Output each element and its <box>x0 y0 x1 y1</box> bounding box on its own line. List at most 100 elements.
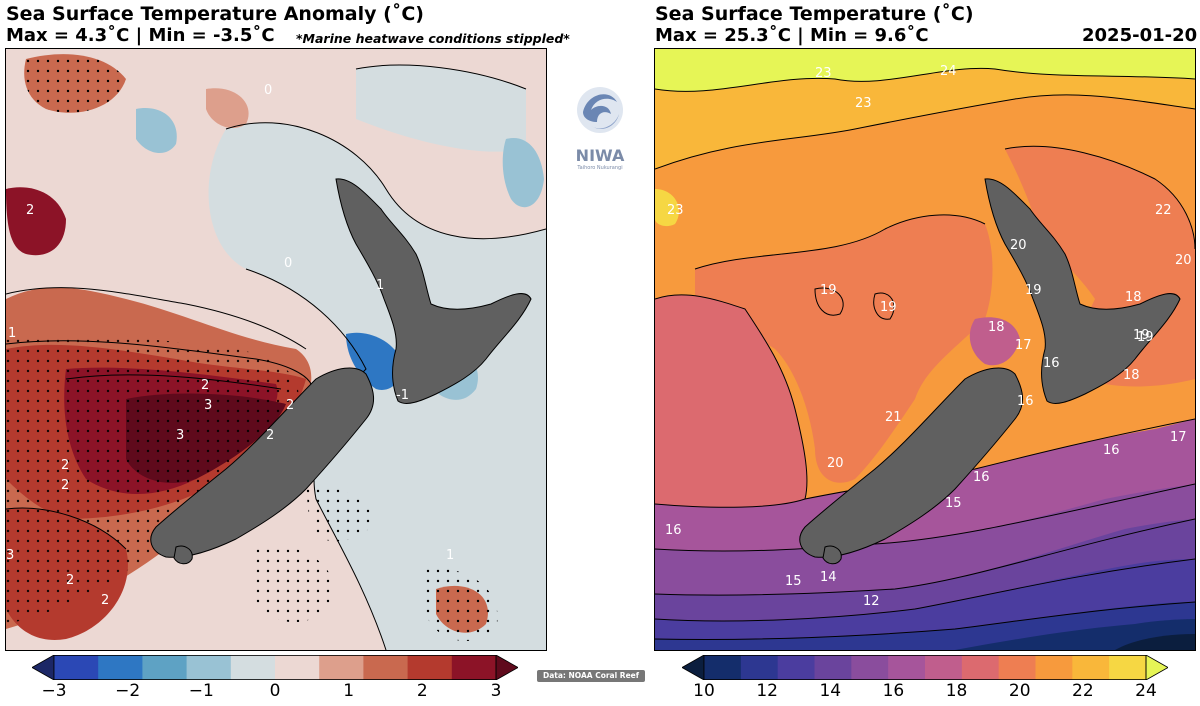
contour-label: 0 <box>284 256 292 271</box>
niwa-wordmark: NIWA <box>575 146 625 165</box>
contour-label: 2 <box>61 478 69 493</box>
colorbar-frame <box>703 655 1147 681</box>
contour-label: 1 <box>376 278 384 293</box>
niwa-logo: NIWA Taihoro Nukurangi <box>566 82 634 192</box>
colorbar-tick-label: 24 <box>1135 681 1157 701</box>
colorbar-segment <box>814 655 852 680</box>
contour-label: 2 <box>201 378 209 393</box>
contour-label: 16 <box>1017 394 1034 409</box>
colorbar-segment <box>888 655 926 680</box>
heatwave-note: *Marine heatwave conditions stippled* <box>296 31 570 46</box>
anomaly-map[interactable]: 2 2 3 3 2 2 2 1 1 0 0 -1 1 2 2 3 2 <box>5 48 547 651</box>
sst-map[interactable]: 23 24 23 23 22 20 20 19 19 19 19 18 17 2… <box>654 48 1196 651</box>
colorbar-segment <box>998 655 1036 680</box>
contour-label: 3 <box>176 428 184 443</box>
colorbar-tick-label: 2 <box>416 681 428 701</box>
contour-label: 18 <box>988 320 1005 335</box>
contour-label: 15 <box>785 574 802 589</box>
colorbar-segment <box>1072 655 1110 680</box>
contour-label: 23 <box>815 66 832 81</box>
colorbar-segment <box>31 654 55 681</box>
colorbar-tick-label: −1 <box>188 681 214 701</box>
contour-label: 19 <box>1133 328 1150 343</box>
data-credit: Data: NOAA Coral Reef Watch <box>537 670 645 692</box>
sst-date: 2025-01-20 <box>1082 25 1198 46</box>
contour-label: 2 <box>101 593 109 608</box>
colorbar-segment <box>925 655 963 680</box>
colorbar-segment <box>451 655 497 680</box>
contour-label: 23 <box>667 203 684 218</box>
contour-label: -1 <box>396 388 409 403</box>
colorbar-tick-label: 3 <box>490 681 502 701</box>
colorbar-tick-label: 20 <box>1008 681 1031 701</box>
colorbar-tick-label: 0 <box>269 681 281 701</box>
colorbar-segment <box>961 655 1000 680</box>
contour-label: 18 <box>1125 290 1142 305</box>
contour-label: 20 <box>1010 238 1027 253</box>
contour-label: 19 <box>880 300 897 315</box>
colorbar-segment <box>319 655 364 680</box>
contour-label: 2 <box>66 573 74 588</box>
colorbar-segment <box>142 655 188 680</box>
colorbar-segment <box>1145 654 1169 681</box>
sst-colorbar <box>681 654 1169 681</box>
contour-label: 16 <box>665 523 682 538</box>
contour-label: 3 <box>6 548 14 563</box>
contour-label: 12 <box>863 594 880 609</box>
colorbar-segment <box>1035 655 1073 680</box>
sst-title: Sea Surface Temperature (˚C) <box>655 3 974 25</box>
contour-label: 23 <box>855 96 872 111</box>
contour-label: 17 <box>1015 338 1032 353</box>
contour-label: 16 <box>1103 443 1120 458</box>
colorbar-tick-label: −2 <box>115 681 141 701</box>
contour-label: 2 <box>26 203 34 218</box>
colorbar-tick-label: 1 <box>343 681 355 701</box>
contour-label: 22 <box>1155 203 1172 218</box>
contour-label: 16 <box>973 470 990 485</box>
colorbar-tick-label: 10 <box>693 681 715 701</box>
colorbar-segment <box>275 655 320 680</box>
contour-label: 2 <box>61 458 69 473</box>
contour-label: 2 <box>266 428 274 443</box>
contour-label: 2 <box>286 398 294 413</box>
contour-label: 18 <box>1123 368 1140 383</box>
contour-label: 14 <box>820 570 837 585</box>
contour-label: 19 <box>820 283 837 298</box>
colorbar-segment <box>777 655 815 680</box>
contour-label: 21 <box>885 410 902 425</box>
colorbar-segment <box>98 655 143 680</box>
niwa-tagline: Taihoro Nukurangi <box>577 165 623 171</box>
contour-label: 1 <box>8 326 16 341</box>
colorbar-segment <box>704 655 742 680</box>
colorbar-tick-label: 14 <box>819 681 842 701</box>
contour-label: 20 <box>827 456 844 471</box>
colorbar-frame <box>53 655 497 681</box>
colorbar-tick-label: 12 <box>756 681 778 701</box>
colorbar-segment <box>407 655 453 680</box>
anomaly-colorbar <box>31 654 519 681</box>
contour-label: 24 <box>940 64 957 79</box>
contour-label: 19 <box>1137 330 1154 345</box>
niwa-wave-icon <box>577 87 623 133</box>
colorbar-segment <box>230 655 276 680</box>
colorbar-segment <box>851 655 889 680</box>
colorbar-segment <box>363 655 409 680</box>
contour-label: 15 <box>945 496 962 511</box>
colorbar-tick-label: −3 <box>41 681 67 701</box>
colorbar-tick-label: 16 <box>882 681 905 701</box>
contour-label: 19 <box>1025 283 1042 298</box>
contour-label: 3 <box>204 398 212 413</box>
contour-label: 1 <box>446 548 454 563</box>
anomaly-max-min: Max = 4.3˚C | Min = -3.5˚C <box>6 25 275 46</box>
contour-label: 20 <box>1175 253 1192 268</box>
colorbar-segment <box>681 654 705 681</box>
colorbar-segment <box>740 655 779 680</box>
contour-label: 17 <box>1170 430 1187 445</box>
colorbar-segment <box>495 654 519 681</box>
contour-label: 16 <box>1043 356 1060 371</box>
colorbar-segment <box>186 655 232 680</box>
colorbar-tick-label: 22 <box>1072 681 1094 701</box>
sst-max-min: Max = 25.3˚C | Min = 9.6˚C <box>655 25 929 46</box>
anomaly-title: Sea Surface Temperature Anomaly (˚C) <box>6 3 424 25</box>
colorbar-segment <box>1109 655 1147 680</box>
